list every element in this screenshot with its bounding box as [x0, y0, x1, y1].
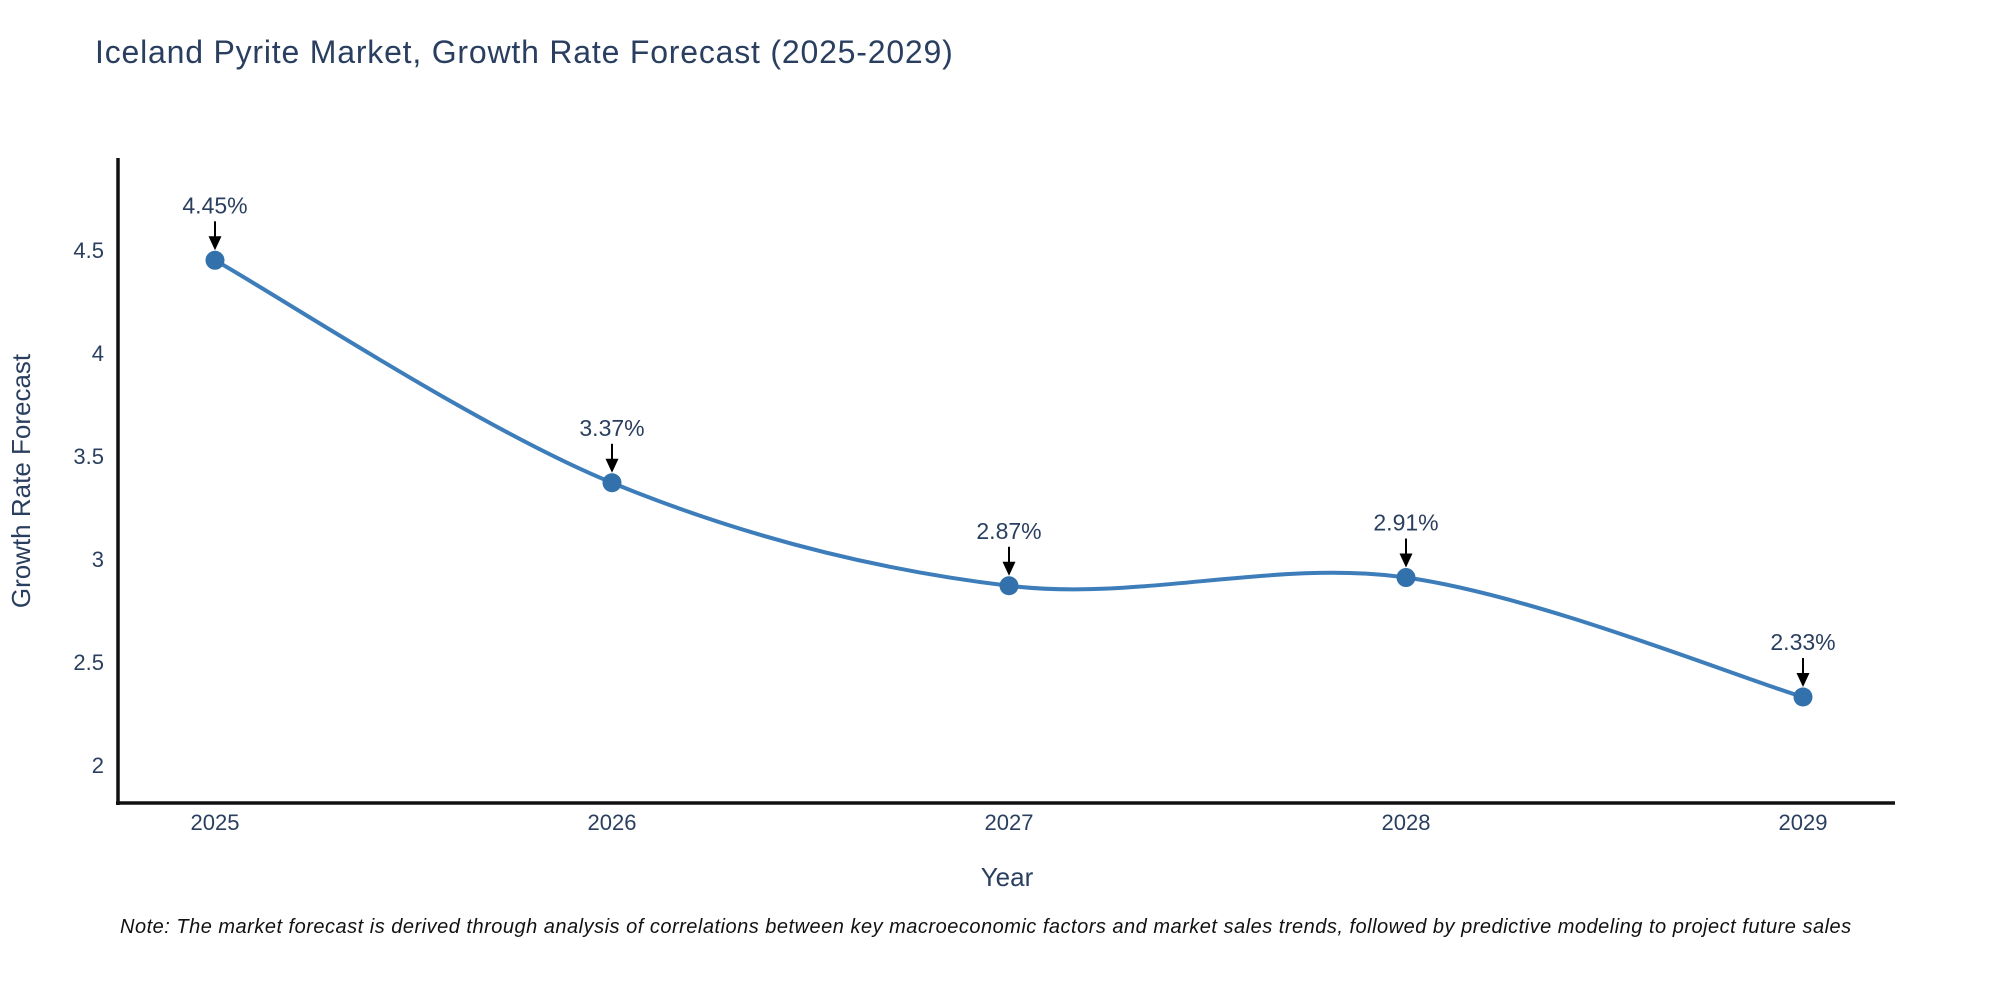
y-tick-label: 4 [92, 341, 104, 366]
x-tick-label: 2027 [985, 810, 1034, 835]
annotation-label: 2.33% [1770, 629, 1835, 655]
chart-title: Iceland Pyrite Market, Growth Rate Forec… [95, 34, 954, 70]
annotation-arrowhead [1002, 561, 1016, 576]
y-tick-label: 2.5 [73, 650, 104, 675]
footnote: Note: The market forecast is derived thr… [120, 916, 1852, 938]
x-tick-label: 2026 [588, 810, 637, 835]
annotation-label: 3.37% [579, 415, 644, 441]
annotation-arrowhead [208, 236, 222, 251]
y-tick-label: 4.5 [73, 238, 104, 263]
data-point-marker [1396, 568, 1416, 588]
annotation-arrowhead [1399, 553, 1413, 568]
annotation-label: 2.87% [976, 518, 1041, 544]
annotation-label: 2.91% [1373, 510, 1438, 536]
y-tick-label: 2 [92, 753, 104, 778]
series-line [213, 258, 1805, 700]
data-point-marker [1793, 687, 1813, 707]
annotation-label: 4.45% [182, 192, 247, 218]
x-tick-label: 2025 [191, 810, 240, 835]
annotation-arrowhead [1796, 673, 1810, 688]
x-tick-label: 2028 [1382, 810, 1431, 835]
annotation-arrowhead [605, 458, 619, 473]
data-point-marker [205, 250, 225, 270]
y-tick-label: 3 [92, 547, 104, 572]
x-tick-label: 2029 [1779, 810, 1828, 835]
y-tick-label: 3.5 [73, 444, 104, 469]
y-axis-title: Growth Rate Forecast [6, 353, 36, 608]
x-axis-title: Year [981, 862, 1034, 892]
data-point-marker [999, 576, 1019, 596]
data-point-marker [602, 473, 622, 493]
